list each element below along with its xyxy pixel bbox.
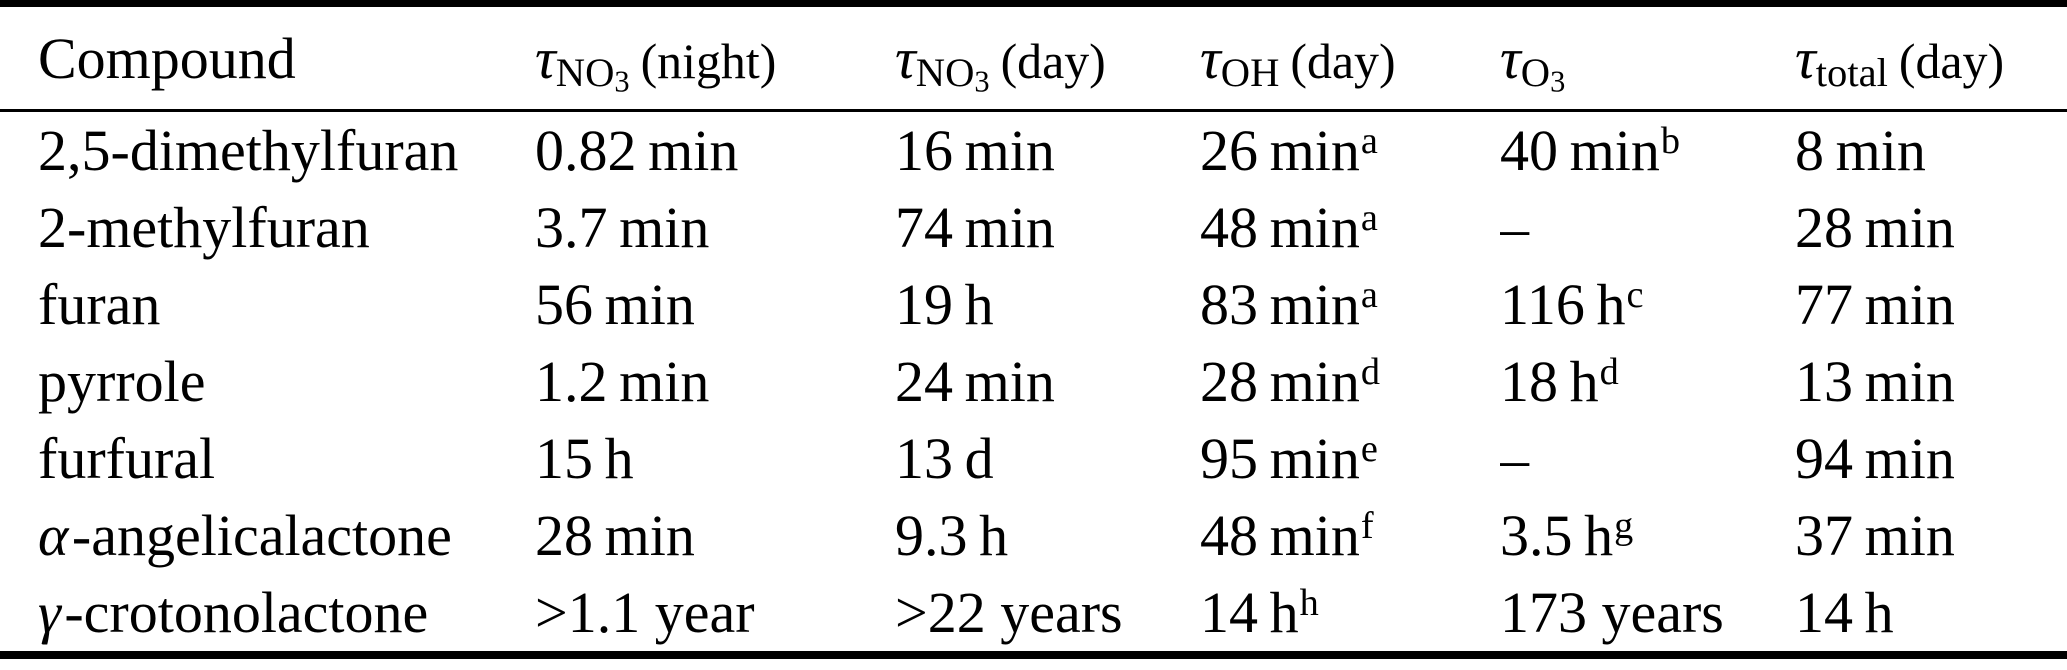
tau-subscript: total	[1815, 50, 1888, 96]
header-qualifier: (day)	[1290, 33, 1396, 89]
footnote-marker: b	[1660, 119, 1680, 162]
footnote-marker: f	[1360, 504, 1374, 547]
table-row: γ-crotonolactone >1.1 year >22 years 14 …	[0, 574, 2067, 659]
cell-no3-night: 56 min	[535, 272, 695, 337]
cell-compound: pyrrole	[0, 343, 535, 420]
cell-no3-day: 24 min	[895, 349, 1055, 414]
compound-name: -angelicalactone	[71, 503, 452, 568]
compound-name: 2,5-dimethylfuran	[38, 118, 459, 183]
footnote-marker: a	[1360, 196, 1378, 239]
footnote-marker: d	[1599, 350, 1619, 393]
footnote-marker: a	[1360, 273, 1378, 316]
cell-oh-day: 48 mina	[1200, 195, 1378, 260]
cell-compound: 2-methylfuran	[0, 189, 535, 266]
footnote-marker: d	[1360, 350, 1380, 393]
tau-symbol: τ	[535, 25, 556, 91]
cell-oh-day: 26 mina	[1200, 118, 1378, 183]
table-body: 2,5-dimethylfuran 0.82 min 16 min 26 min…	[0, 111, 2067, 659]
cell-no3-night: 0.82 min	[535, 118, 739, 183]
col-header-tau-total-day: τtotal (day)	[1795, 3, 2067, 112]
tau-subscript: OH	[1220, 50, 1280, 96]
cell-no3-night: 3.7 min	[535, 195, 710, 260]
cell-o3: –	[1500, 195, 1529, 260]
cell-no3-day: 74 min	[895, 195, 1055, 260]
cell-o3: 116 hc	[1500, 272, 1644, 337]
footnote-marker: a	[1360, 119, 1378, 162]
compound-name: -crotonolactone	[64, 580, 429, 645]
cell-oh-day: 14 hh	[1200, 574, 1500, 659]
greek-prefix: γ	[38, 580, 61, 645]
table-row: furan 56 min 19 h 83 mina 116 hc 77 min	[0, 266, 2067, 343]
cell-no3-day: 19 h	[895, 272, 994, 337]
footnote-marker: c	[1626, 273, 1644, 316]
compound-name: pyrrole	[38, 349, 206, 414]
cell-total-day: 14 h	[1795, 574, 2067, 659]
cell-no3-night: >1.1 year	[535, 574, 895, 659]
tau-symbol: τ	[1500, 25, 1521, 91]
header-qualifier: (night)	[640, 33, 777, 89]
cell-total-day: 28 min	[1795, 195, 1955, 260]
table-row: 2-methylfuran 3.7 min 74 min 48 mina – 2…	[0, 189, 2067, 266]
col-header-tau-no3-night: τNO3 (night)	[535, 3, 895, 112]
header-qualifier: (day)	[1898, 33, 2005, 89]
tau-symbol: τ	[1200, 25, 1221, 91]
greek-prefix: α	[38, 503, 69, 568]
header-qualifier: (day)	[1000, 33, 1106, 89]
footnote-marker: e	[1360, 427, 1378, 470]
cell-no3-day: >22 years	[895, 574, 1200, 659]
tau-symbol: τ	[1795, 25, 1816, 91]
tau-subscript: O3	[1520, 50, 1566, 99]
cell-compound: γ-crotonolactone	[0, 574, 535, 659]
cell-o3: 173 years	[1500, 574, 1795, 659]
cell-oh-day: 83 mina	[1200, 272, 1378, 337]
col-header-tau-oh-day: τOH (day)	[1200, 3, 1500, 112]
cell-o3: –	[1500, 426, 1529, 491]
cell-total-day: 8 min	[1795, 118, 1926, 183]
cell-no3-day: 16 min	[895, 118, 1055, 183]
cell-oh-day: 95 mine	[1200, 426, 1378, 491]
table-header: Compound τNO3 (night) τNO3 (day) τOH (day) …	[0, 3, 2067, 112]
tau-subscript: NO3	[555, 50, 630, 99]
cell-no3-night: 1.2 min	[535, 349, 710, 414]
col-header-tau-no3-day: τNO3 (day)	[895, 3, 1200, 112]
cell-no3-day: 13 d	[895, 426, 994, 491]
header-row: Compound τNO3 (night) τNO3 (day) τOH (day) …	[0, 3, 2067, 112]
table-row: furfural 15 h 13 d 95 mine – 94 min	[0, 420, 2067, 497]
cell-o3: 3.5 hg	[1500, 503, 1634, 568]
compound-name: furan	[38, 272, 161, 337]
cell-no3-night: 15 h	[535, 426, 634, 491]
cell-no3-day: 9.3 h	[895, 503, 1009, 568]
footnote-marker: h	[1299, 581, 1319, 624]
table-row: α-angelicalactone 28 min 9.3 h 48 minf 3…	[0, 497, 2067, 574]
compound-name: 2-methylfuran	[38, 195, 370, 260]
cell-compound: α-angelicalactone	[0, 497, 535, 574]
cell-compound: furan	[0, 266, 535, 343]
table-row: pyrrole 1.2 min 24 min 28 mind 18 hd 13 …	[0, 343, 2067, 420]
tau-symbol: τ	[895, 25, 916, 91]
cell-total-day: 77 min	[1795, 272, 1955, 337]
col-header-tau-o3: τO3	[1500, 3, 1795, 112]
cell-total-day: 13 min	[1795, 349, 1955, 414]
cell-total-day: 37 min	[1795, 503, 1955, 568]
tau-subscript: NO3	[915, 50, 990, 99]
cell-no3-night: 28 min	[535, 503, 695, 568]
cell-compound: furfural	[0, 420, 535, 497]
compound-name: furfural	[38, 426, 216, 491]
compound-header-label: Compound	[38, 25, 296, 91]
cell-oh-day: 48 minf	[1200, 503, 1374, 568]
table-row: 2,5-dimethylfuran 0.82 min 16 min 26 min…	[0, 111, 2067, 190]
cell-total-day: 94 min	[1795, 426, 1955, 491]
cell-o3: 40 minb	[1500, 118, 1680, 183]
cell-compound: 2,5-dimethylfuran	[0, 111, 535, 190]
footnote-marker: g	[1614, 504, 1634, 547]
cell-oh-day: 28 mind	[1200, 349, 1380, 414]
col-header-compound: Compound	[0, 3, 535, 112]
cell-o3: 18 hd	[1500, 349, 1619, 414]
